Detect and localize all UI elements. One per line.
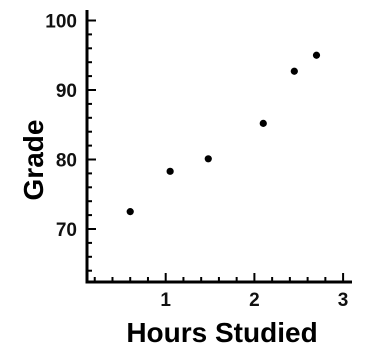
axes [85,10,352,284]
data-point [259,119,267,127]
data-points [126,51,321,216]
y-tick-label: 80 [56,151,77,172]
ticks [87,19,345,282]
data-point [166,167,174,175]
y-tick-label: 90 [56,81,77,102]
data-point [290,67,298,75]
x-tick-label: 3 [338,290,349,311]
y-tick-label: 100 [45,12,77,33]
x-tick-label: 1 [160,290,171,311]
data-point [126,208,134,216]
x-axis-title: Hours Studied [126,317,317,348]
x-tick-label: 2 [249,290,260,311]
y-axis-title: Grade [18,120,49,201]
y-tick-label: 70 [56,220,77,241]
data-point [312,51,321,59]
tick-labels: 70 80 90 100 1 2 3 [45,12,348,312]
data-point [204,155,212,163]
